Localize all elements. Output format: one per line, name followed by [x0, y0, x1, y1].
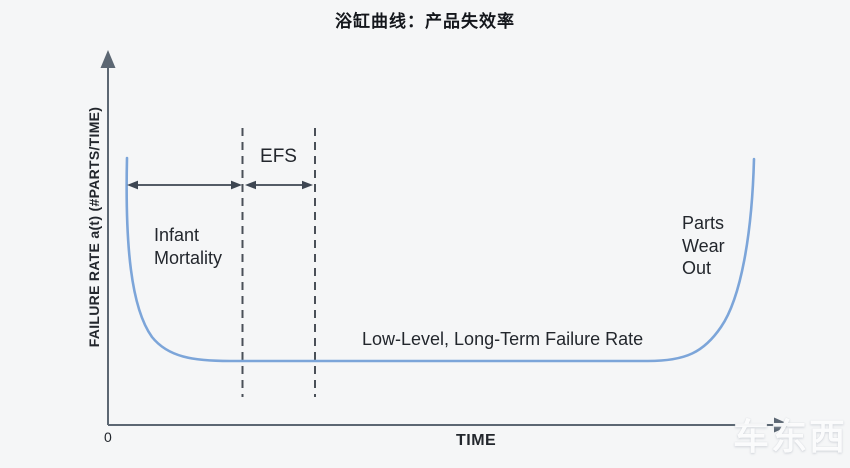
origin-label: 0 [104, 429, 112, 445]
y-axis-arrowhead-icon [100, 50, 116, 68]
arrow-left-head-icon [245, 180, 256, 190]
efs-span-arrow [245, 180, 313, 190]
infant-mortality-span-arrow [127, 180, 242, 190]
low-level-failure-rate-label: Low-Level, Long-Term Failure Rate [362, 329, 644, 349]
arrow-right-head-icon [302, 180, 313, 190]
arrow-left-head-icon [127, 180, 138, 190]
x-axis-arrowhead-icon [774, 417, 791, 433]
x-axis-label: TIME [456, 432, 497, 449]
efs-label: EFS [260, 146, 297, 167]
parts-wear-out-label: Parts Wear Out [682, 213, 725, 278]
bathtub-curve-line [125, 156, 756, 363]
chart-title: 浴缸曲线：产品失效率 [335, 12, 515, 31]
y-axis-label: FAILURE RATE a(t) (#PARTS/TIME) [86, 106, 102, 348]
arrow-right-head-icon [231, 180, 242, 190]
infant-mortality-label: Infant Mortality [154, 225, 223, 268]
